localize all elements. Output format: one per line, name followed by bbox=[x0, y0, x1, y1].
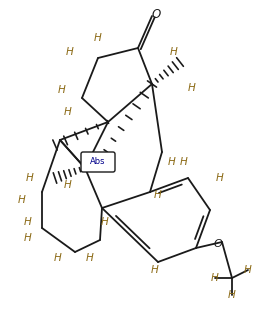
Text: H: H bbox=[64, 107, 72, 117]
Text: H: H bbox=[216, 173, 224, 183]
Text: H: H bbox=[18, 195, 26, 205]
Text: O: O bbox=[214, 239, 222, 249]
Text: H: H bbox=[170, 47, 178, 57]
Text: H: H bbox=[168, 157, 176, 167]
Text: H: H bbox=[66, 47, 74, 57]
Text: H: H bbox=[211, 273, 219, 283]
Text: H: H bbox=[64, 180, 72, 190]
Text: H: H bbox=[244, 265, 252, 275]
Text: H: H bbox=[154, 190, 162, 200]
Text: H: H bbox=[24, 217, 32, 227]
Text: H: H bbox=[54, 253, 62, 263]
Text: H: H bbox=[26, 173, 34, 183]
Text: H: H bbox=[151, 265, 159, 275]
Text: H: H bbox=[58, 85, 66, 95]
Text: H: H bbox=[94, 33, 102, 43]
Text: H: H bbox=[24, 233, 32, 243]
Text: O: O bbox=[151, 7, 161, 21]
FancyBboxPatch shape bbox=[81, 152, 115, 172]
Text: H: H bbox=[228, 290, 236, 300]
Text: H: H bbox=[86, 253, 94, 263]
Text: Abs: Abs bbox=[90, 157, 106, 166]
Text: H: H bbox=[180, 157, 188, 167]
Text: H: H bbox=[188, 83, 196, 93]
Text: H: H bbox=[101, 217, 109, 227]
